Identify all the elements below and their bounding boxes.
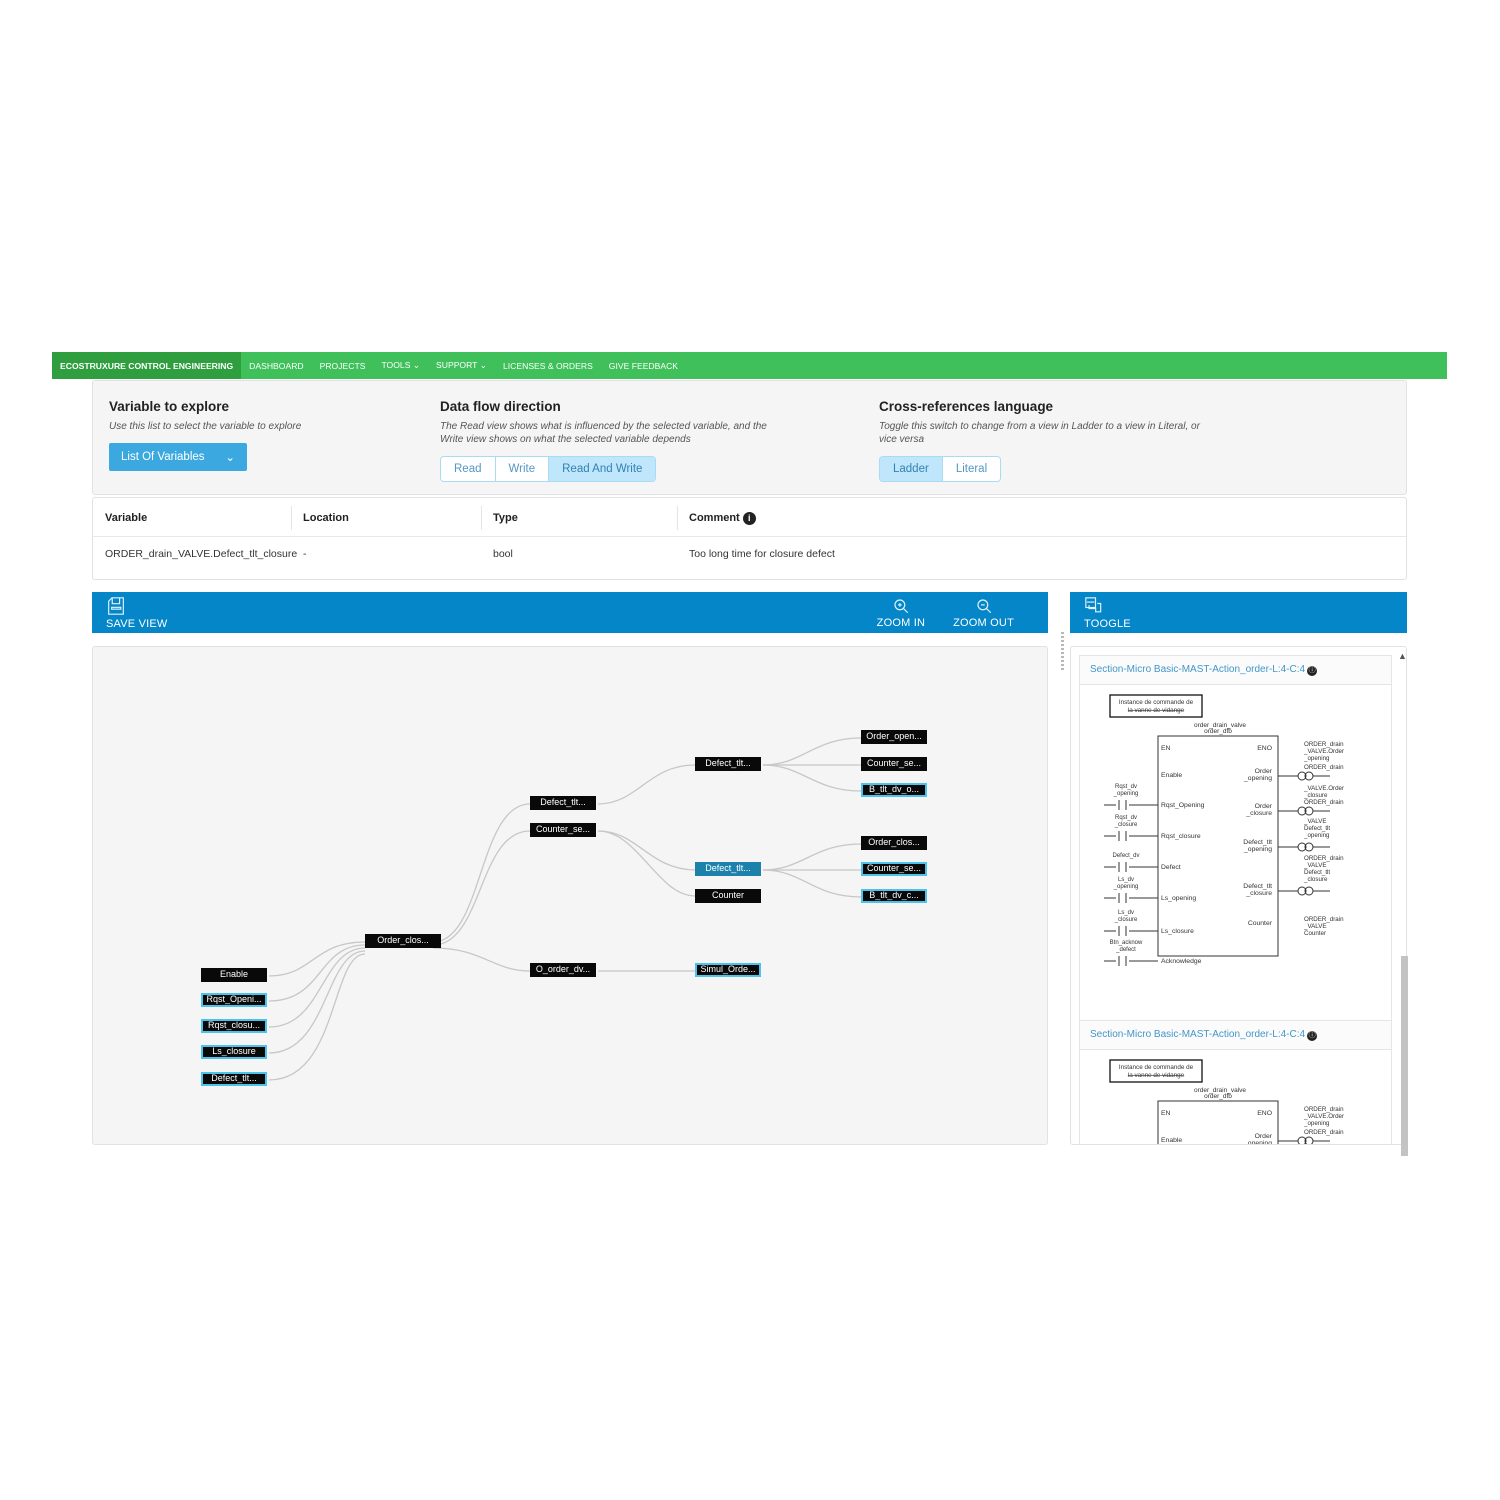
svg-text:_VALVE: _VALVE bbox=[1303, 818, 1326, 825]
svg-text:_closure: _closure bbox=[1303, 876, 1328, 883]
svg-text:ORDER_drain: ORDER_drain bbox=[1304, 1129, 1344, 1136]
svg-text:Counter: Counter bbox=[1304, 930, 1326, 937]
svg-text:Defect_tlt: Defect_tlt bbox=[1304, 869, 1330, 876]
svg-text:Instance de commande de: Instance de commande de bbox=[1119, 699, 1194, 706]
svg-text:Rqst_dv: Rqst_dv bbox=[1115, 784, 1137, 790]
svg-text:Enable: Enable bbox=[1161, 772, 1182, 779]
svg-text:Defect_tlt: Defect_tlt bbox=[1304, 825, 1330, 832]
svg-text:Btn_acknow: Btn_acknow bbox=[1110, 940, 1143, 946]
svg-text:Defect_dv: Defect_dv bbox=[1112, 853, 1139, 859]
svg-text:_VALVE: _VALVE bbox=[1303, 923, 1326, 930]
svg-text:_opening: _opening bbox=[1243, 1140, 1272, 1145]
svg-text:Ls_closure: Ls_closure bbox=[1161, 928, 1194, 935]
svg-text:order_dfb: order_dfb bbox=[1204, 728, 1232, 735]
svg-text:la vanne de vidange: la vanne de vidange bbox=[1128, 1072, 1185, 1079]
svg-text:la vanne de vidange: la vanne de vidange bbox=[1128, 707, 1185, 714]
svg-text:ORDER_drain: ORDER_drain bbox=[1304, 916, 1344, 923]
svg-text:Rqst_closure: Rqst_closure bbox=[1161, 833, 1201, 840]
svg-text:ENO: ENO bbox=[1257, 1110, 1272, 1117]
svg-text:ORDER_drain: ORDER_drain bbox=[1304, 741, 1344, 748]
svg-text:_opening: _opening bbox=[1243, 775, 1272, 782]
svg-text:Ls_opening: Ls_opening bbox=[1161, 895, 1196, 902]
svg-text:Instance de commande de: Instance de commande de bbox=[1119, 1064, 1194, 1071]
svg-text:_closure: _closure bbox=[1245, 890, 1272, 897]
svg-text:Acknowledge: Acknowledge bbox=[1161, 958, 1202, 965]
svg-text:Ls_dv: Ls_dv bbox=[1118, 910, 1134, 916]
svg-text:_VALVE: _VALVE bbox=[1303, 862, 1326, 869]
svg-text:ORDER_drain: ORDER_drain bbox=[1304, 855, 1344, 862]
svg-text:_opening: _opening bbox=[1113, 791, 1139, 797]
svg-text:EN: EN bbox=[1161, 1110, 1171, 1117]
svg-text:_opening: _opening bbox=[1243, 846, 1272, 853]
svg-text:ORDER_drain: ORDER_drain bbox=[1304, 799, 1344, 806]
svg-text:Defect: Defect bbox=[1161, 864, 1181, 871]
svg-text:Rqst_dv: Rqst_dv bbox=[1115, 815, 1137, 821]
svg-text:Counter: Counter bbox=[1248, 920, 1273, 927]
svg-text:Order: Order bbox=[1255, 803, 1273, 810]
svg-text:ORDER_drain: ORDER_drain bbox=[1304, 1106, 1344, 1113]
svg-text:_closure: _closure bbox=[1303, 792, 1328, 799]
svg-text:EN: EN bbox=[1161, 745, 1171, 752]
svg-text:_opening: _opening bbox=[1113, 884, 1139, 890]
svg-text:_opening: _opening bbox=[1303, 1120, 1330, 1127]
svg-text:ENO: ENO bbox=[1257, 745, 1272, 752]
svg-text:_VALVE.Order: _VALVE.Order bbox=[1303, 1113, 1344, 1120]
svg-text:_VALVE.Order: _VALVE.Order bbox=[1303, 748, 1344, 755]
svg-text:Rqst_Opening: Rqst_Opening bbox=[1161, 802, 1205, 809]
svg-text:Order: Order bbox=[1255, 1133, 1273, 1140]
svg-text:Order: Order bbox=[1255, 768, 1273, 775]
svg-text:_opening: _opening bbox=[1303, 832, 1330, 839]
svg-text:Enable: Enable bbox=[1161, 1137, 1182, 1144]
svg-text:_closure: _closure bbox=[1114, 917, 1138, 923]
svg-text:_closure: _closure bbox=[1245, 810, 1272, 817]
svg-text:_opening: _opening bbox=[1303, 755, 1330, 762]
svg-text:Defect_tlt: Defect_tlt bbox=[1243, 883, 1272, 890]
svg-text:_defect: _defect bbox=[1115, 947, 1136, 953]
svg-text:ORDER_drain: ORDER_drain bbox=[1304, 764, 1344, 771]
svg-text:_VALVE.Order: _VALVE.Order bbox=[1303, 785, 1344, 792]
svg-text:order_dfb: order_dfb bbox=[1204, 1093, 1232, 1100]
svg-text:_closure: _closure bbox=[1114, 822, 1138, 828]
svg-text:Defect_tlt: Defect_tlt bbox=[1243, 839, 1272, 846]
svg-text:Ls_dv: Ls_dv bbox=[1118, 877, 1134, 883]
